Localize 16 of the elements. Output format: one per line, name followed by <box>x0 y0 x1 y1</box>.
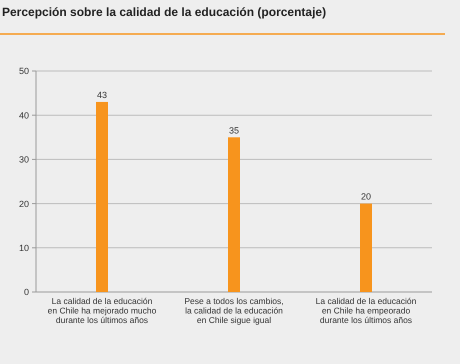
chart-title: Percepción sobre la calidad de la educación (porcentaje) <box>2 5 326 19</box>
y-tick-label: 20 <box>18 198 29 209</box>
y-tick-label: 40 <box>18 110 29 120</box>
y-tick-label: 30 <box>18 154 29 165</box>
data-label: 20 <box>360 192 372 202</box>
data-label: 43 <box>96 90 108 100</box>
y-tick-label: 10 <box>18 242 29 253</box>
bar <box>96 102 108 292</box>
x-tick-label: La calidad de la educación en Chile ha mejorado mucho durante los últimos años <box>48 296 157 325</box>
bar <box>360 204 372 292</box>
x-tick-label: Pese a todos los cambios, la calidad de la educación en Chile sigue igual <box>184 296 284 325</box>
bar <box>228 137 240 292</box>
y-tick-label: 0 <box>24 287 29 298</box>
data-label: 35 <box>228 125 240 136</box>
x-tick-label: La calidad de la educación en Chile ha empeorado durante los últimos años <box>316 296 417 325</box>
y-tick-label: 50 <box>18 66 29 76</box>
